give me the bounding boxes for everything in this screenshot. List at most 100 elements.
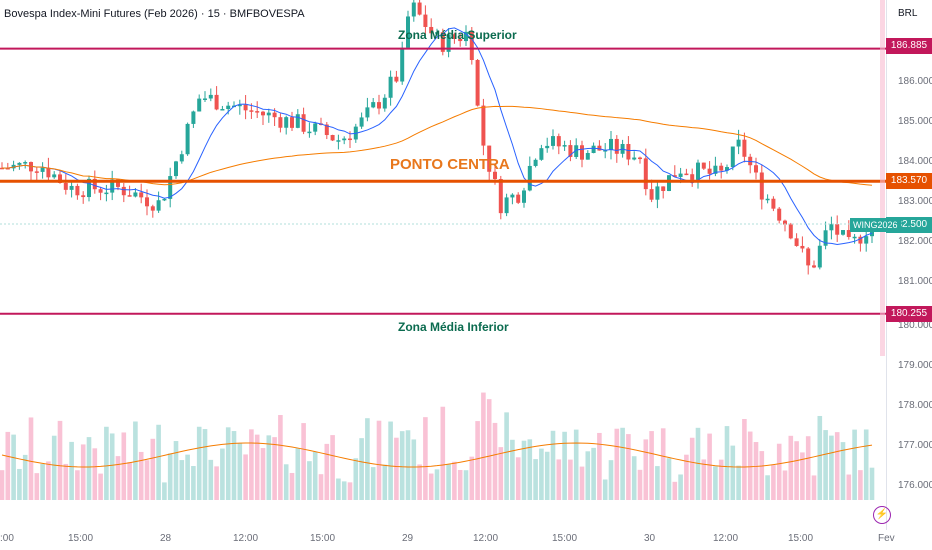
- volume-bar: [840, 442, 846, 500]
- candle: [678, 173, 683, 177]
- candle: [197, 98, 202, 112]
- volume-bar: [771, 465, 776, 500]
- candle: [817, 245, 822, 268]
- volume-bar: [69, 441, 74, 500]
- candle: [423, 14, 428, 27]
- volume-bar: [388, 421, 393, 500]
- candle: [713, 165, 718, 174]
- price-chart[interactable]: [0, 0, 886, 550]
- y-tick-label: 177.000: [898, 440, 932, 451]
- volume-bar: [428, 473, 434, 500]
- volume-bar: [602, 479, 608, 500]
- volume-bar: [127, 462, 132, 500]
- candle: [736, 139, 741, 147]
- candle: [139, 192, 144, 198]
- volume-bar: [672, 481, 678, 500]
- volume-bar: [846, 474, 852, 500]
- volume-bar: [324, 443, 330, 500]
- candle: [92, 178, 97, 190]
- candle: [249, 110, 254, 112]
- candle: [684, 173, 689, 176]
- candle: [98, 189, 103, 193]
- candle: [829, 224, 834, 231]
- candle: [208, 94, 213, 99]
- volume-bar: [365, 418, 370, 500]
- volume-bar: [63, 463, 69, 500]
- volume-bar: [452, 461, 457, 500]
- volume-bar: [121, 432, 127, 500]
- candle: [145, 197, 149, 207]
- volume-bar: [434, 469, 440, 500]
- volume-bar: [858, 470, 863, 500]
- volume-bar: [823, 430, 828, 500]
- volume-bar: [440, 406, 446, 500]
- candle: [551, 136, 555, 146]
- volume-bar: [243, 454, 248, 500]
- candle: [336, 140, 341, 142]
- candle: [783, 220, 787, 225]
- volume-bar: [133, 421, 138, 500]
- candle: [841, 230, 845, 235]
- volume-bar: [40, 463, 45, 500]
- candle: [46, 167, 51, 178]
- candle: [510, 194, 515, 198]
- candle: [365, 107, 370, 118]
- volume-bar: [104, 426, 109, 500]
- candle: [0, 167, 4, 170]
- x-tick-label: 29: [402, 533, 414, 544]
- volume-bar: [614, 428, 620, 500]
- candle: [278, 117, 283, 128]
- volume-bar: [753, 442, 759, 500]
- volume-bar: [869, 467, 875, 500]
- volume-bar: [301, 423, 306, 500]
- candle: [185, 123, 190, 155]
- candle: [295, 114, 300, 128]
- volume-bar: [179, 460, 185, 500]
- candle: [237, 104, 242, 107]
- x-tick-label: 15:00: [310, 533, 336, 544]
- chart-title: Bovespa Index-Mini Futures (Feb 2026) · …: [4, 8, 305, 20]
- volume-bar: [794, 441, 799, 500]
- volume-bar: [283, 464, 289, 500]
- candle: [516, 194, 521, 203]
- volume-bar: [411, 439, 417, 500]
- price-scale[interactable]: [886, 0, 932, 530]
- volume-bar: [150, 438, 156, 500]
- volume-bar: [782, 470, 788, 500]
- candle: [214, 94, 219, 110]
- volume-bar: [312, 451, 318, 500]
- volume-bar: [370, 467, 376, 500]
- lightning-icon[interactable]: ⚡: [873, 506, 891, 524]
- volume-bar: [684, 454, 689, 500]
- candle: [765, 198, 770, 201]
- volume-bar: [463, 470, 469, 500]
- candle: [475, 59, 480, 106]
- candle: [301, 114, 306, 132]
- volume-bar: [521, 440, 527, 500]
- lower-zone-price-tag: 180.255: [886, 306, 932, 322]
- volume-bar: [347, 482, 353, 500]
- candle: [348, 138, 352, 141]
- candle: [104, 192, 109, 195]
- volume-bar: [22, 454, 28, 500]
- x-tick-label: 12:00: [233, 533, 259, 544]
- y-tick-label: 184.000: [898, 156, 932, 167]
- volume-bar: [144, 460, 150, 500]
- ma-slow-line: [1, 105, 873, 186]
- candle: [835, 224, 840, 235]
- volume-bar: [237, 443, 243, 500]
- x-tick-label: 12:00: [473, 533, 499, 544]
- y-tick-label: 186.000: [898, 76, 932, 87]
- candle: [672, 175, 677, 177]
- candle: [759, 172, 764, 200]
- candle: [539, 148, 544, 160]
- currency-label[interactable]: BRL: [898, 8, 918, 19]
- volume-bar: [75, 470, 80, 500]
- volume-bar: [481, 392, 486, 500]
- volume-bar: [550, 430, 556, 500]
- volume-bar: [695, 427, 701, 500]
- candle: [388, 76, 393, 98]
- volume-bar: [852, 429, 857, 500]
- candle: [220, 108, 225, 111]
